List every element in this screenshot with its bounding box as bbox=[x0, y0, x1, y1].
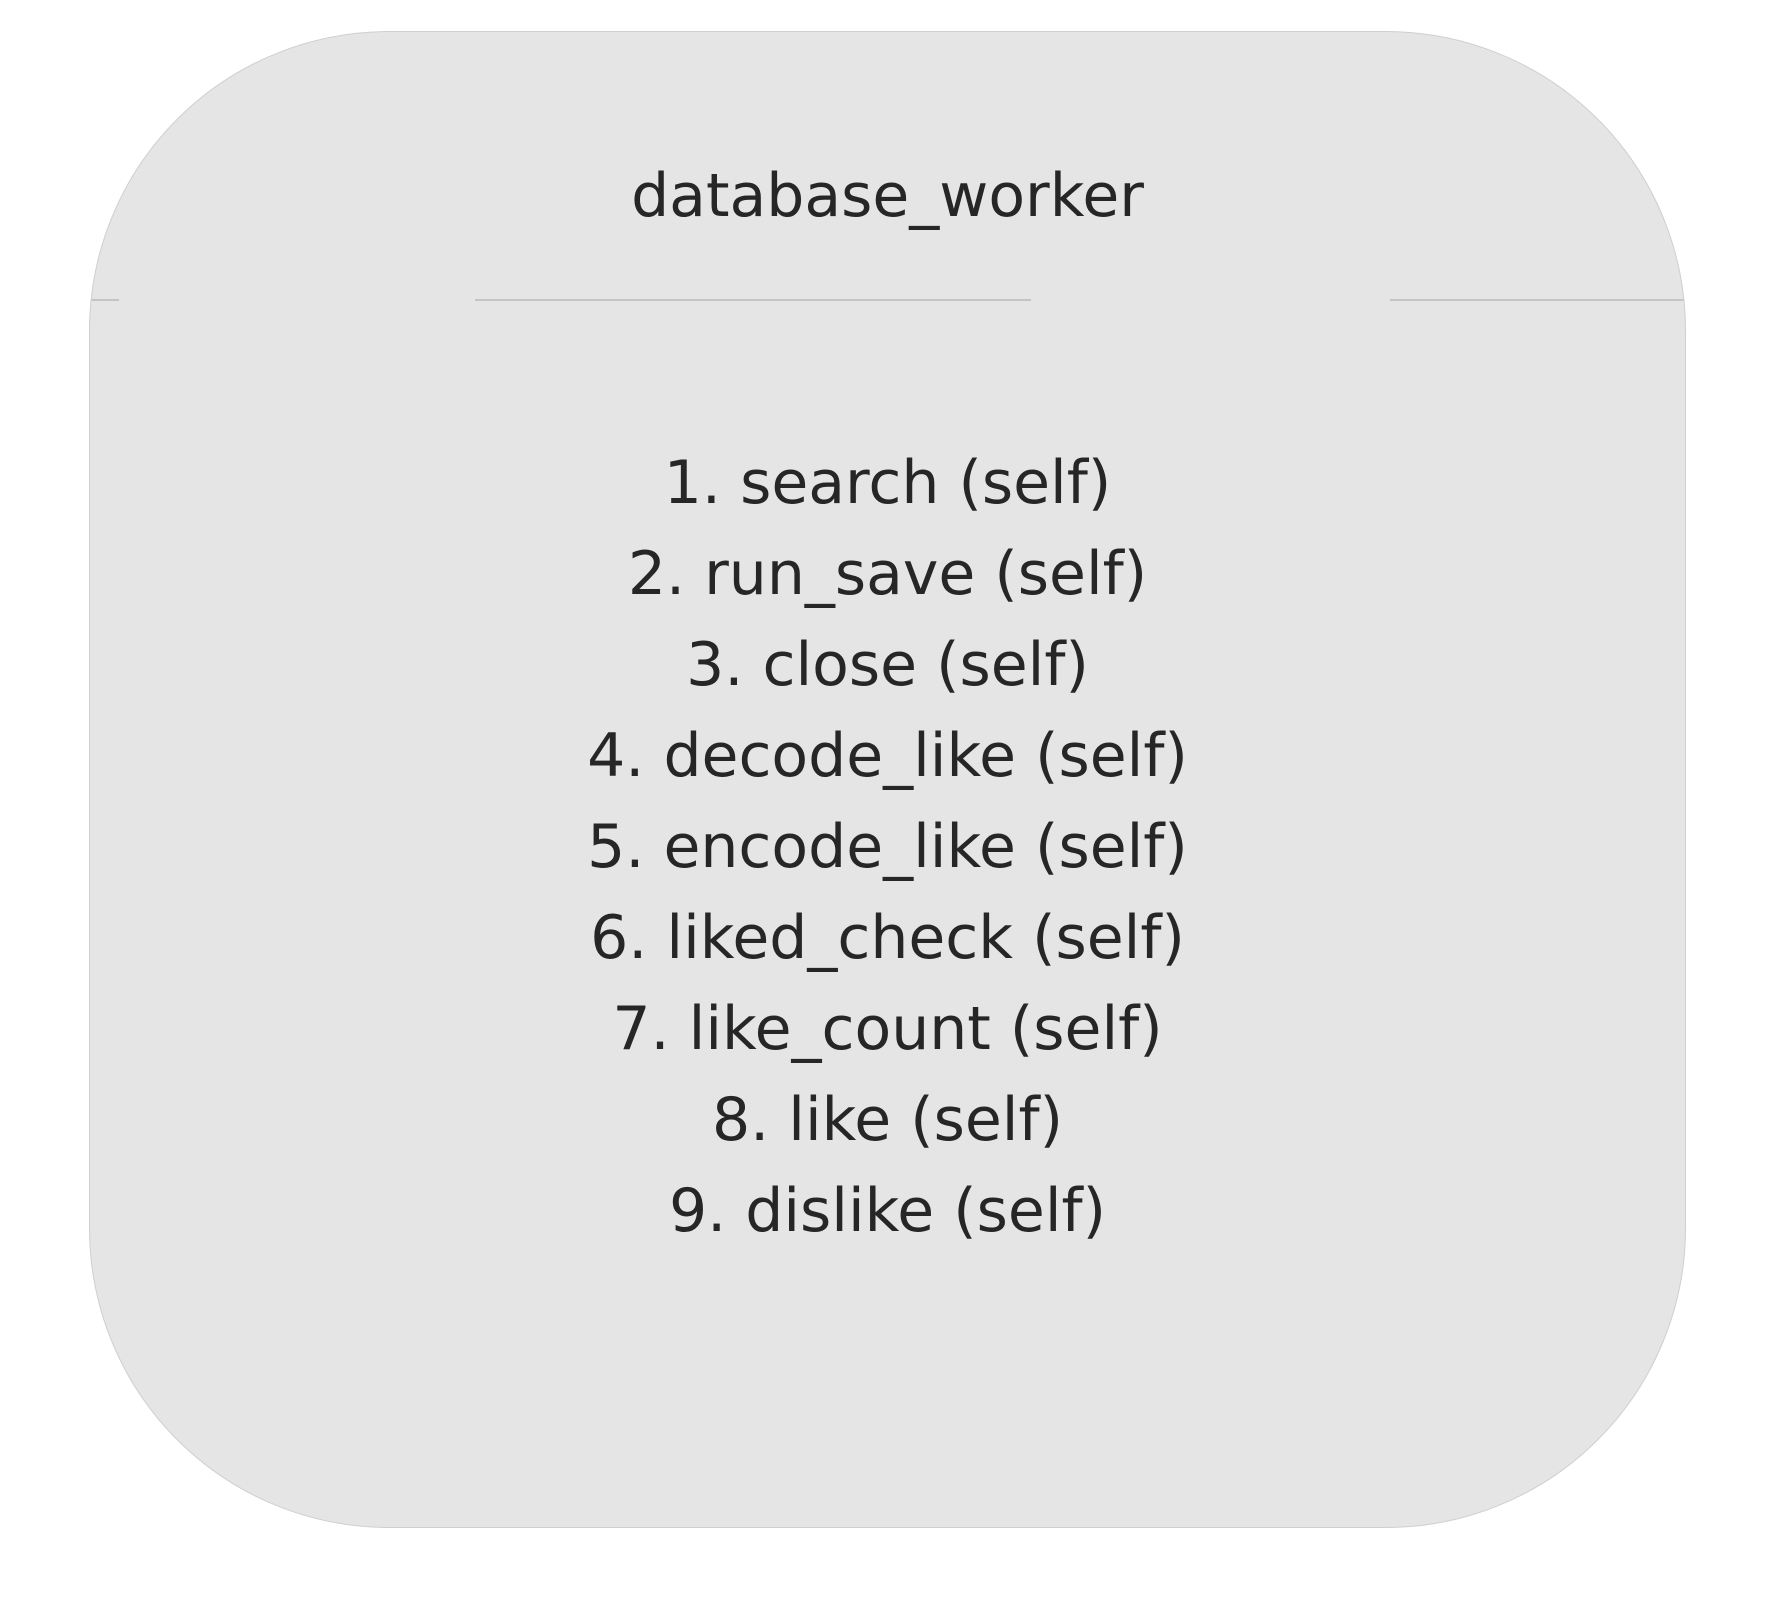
method-item: 7. like_count (self) bbox=[612, 994, 1163, 1064]
method-item: 9. dislike (self) bbox=[668, 1176, 1107, 1246]
method-list: 1. search (self) 2. run_save (self) 3. c… bbox=[90, 438, 1685, 1257]
class-node-database-worker: database_worker 1. search (self) 2. run_… bbox=[89, 31, 1686, 1528]
method-item: 4. decode_like (self) bbox=[587, 721, 1188, 791]
method-item: 8. like (self) bbox=[711, 1085, 1064, 1155]
node-divider-right bbox=[1390, 299, 1685, 301]
node-divider-left bbox=[90, 299, 119, 301]
method-item: 2. run_save (self) bbox=[627, 539, 1148, 609]
method-item: 5. encode_like (self) bbox=[587, 812, 1188, 882]
node-title: database_worker bbox=[631, 161, 1144, 231]
method-item: 3. close (self) bbox=[686, 630, 1089, 700]
node-divider-center bbox=[475, 299, 1031, 301]
method-item: 1. search (self) bbox=[663, 448, 1112, 518]
method-item: 6. liked_check (self) bbox=[590, 903, 1185, 973]
